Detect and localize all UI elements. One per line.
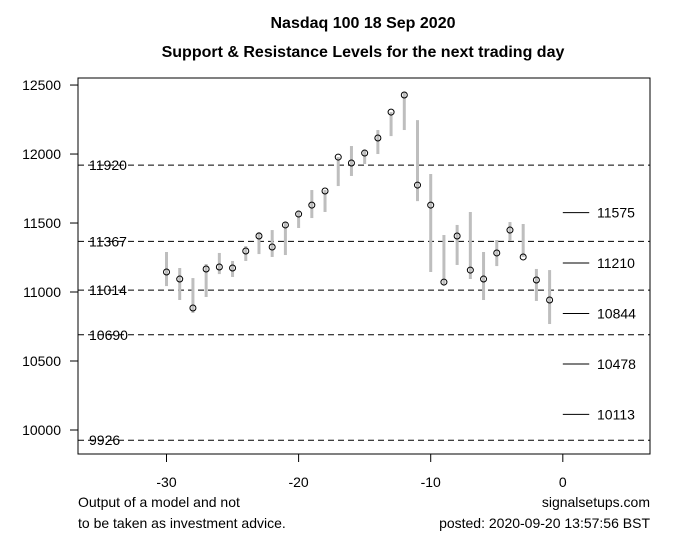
close-point — [440, 278, 448, 286]
close-point — [532, 276, 540, 284]
price-bars — [163, 91, 554, 325]
x-axis: -30 -20 -10 0 — [156, 454, 567, 490]
close-point — [466, 266, 474, 274]
y-tick-label: 10000 — [22, 422, 61, 438]
close-point — [519, 253, 527, 261]
next-level-label: 10113 — [597, 406, 635, 422]
plot-frame — [77, 77, 651, 455]
x-tick-label: -20 — [288, 474, 308, 490]
level-label: 11367 — [89, 233, 127, 249]
source-site: signalsetups.com — [542, 494, 650, 510]
y-tick-label: 12000 — [22, 146, 61, 162]
next-level-label: 10844 — [597, 306, 636, 322]
close-point — [334, 153, 342, 161]
close-point — [506, 226, 514, 234]
close-point — [229, 264, 237, 272]
y-tick-label: 12500 — [22, 77, 61, 93]
y-tick-label: 10500 — [22, 353, 61, 369]
close-point — [546, 296, 554, 304]
close-point — [480, 275, 488, 283]
x-tick-label: 0 — [559, 474, 567, 490]
close-point — [414, 181, 422, 189]
next-level-label: 11210 — [597, 255, 635, 271]
next-level-label: 10478 — [597, 356, 636, 372]
y-axis: 10000 10500 11000 11500 12000 12500 — [22, 77, 78, 438]
close-point — [400, 91, 408, 99]
close-point — [255, 232, 263, 240]
close-point — [387, 108, 395, 116]
close-point — [374, 134, 382, 142]
support-resistance-levels: 11920 11367 11014 10690 9926 — [78, 157, 650, 448]
close-point — [347, 159, 355, 167]
x-tick-label: -10 — [421, 474, 441, 490]
close-point — [361, 149, 369, 157]
close-point — [189, 304, 197, 312]
close-point — [268, 243, 276, 251]
close-point — [163, 268, 171, 276]
x-tick-label: -30 — [156, 474, 176, 490]
next-level-label: 11575 — [597, 205, 635, 221]
close-point — [215, 263, 223, 271]
disclaimer-line-1: Output of a model and not — [78, 494, 240, 510]
posted-timestamp: posted: 2020-09-20 13:57:56 BST — [439, 515, 650, 531]
close-point — [281, 221, 289, 229]
close-point — [308, 201, 316, 209]
level-label: 11014 — [89, 282, 127, 298]
disclaimer-line-2: to be taken as investment advice. — [78, 515, 286, 531]
y-tick-label: 11000 — [23, 284, 61, 300]
level-label: 10690 — [89, 327, 128, 343]
level-label: 9926 — [89, 432, 120, 448]
level-label: 11920 — [89, 157, 127, 173]
close-point — [321, 187, 329, 195]
chart-subtitle: Support & Resistance Levels for the next… — [162, 44, 565, 61]
y-tick-label: 11500 — [23, 215, 61, 231]
chart-title: Nasdaq 100 18 Sep 2020 — [270, 15, 455, 32]
close-point — [427, 201, 435, 209]
close-point — [453, 232, 461, 240]
close-point — [176, 275, 184, 283]
close-point — [295, 210, 303, 218]
next-day-levels: 11575 11210 10844 10478 10113 — [562, 205, 636, 422]
close-point — [202, 265, 210, 273]
close-point — [493, 249, 501, 257]
close-point — [242, 247, 250, 255]
